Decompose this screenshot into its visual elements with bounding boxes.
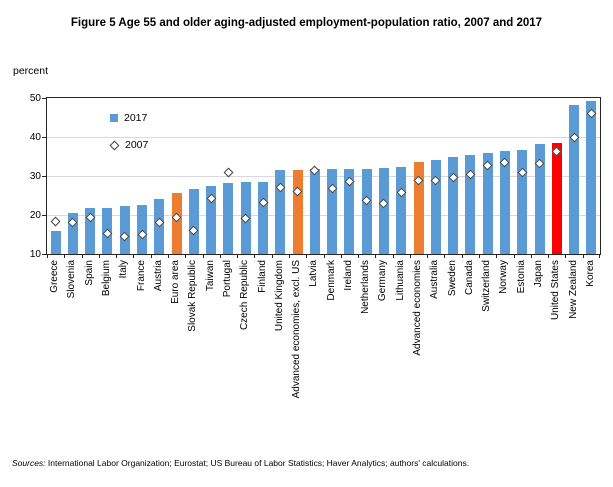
x-axis-tick (237, 254, 239, 258)
figure-title-wrap: Figure 5 Age 55 and older aging-adjusted… (0, 13, 613, 31)
gridline (47, 137, 600, 138)
x-axis-tick (185, 254, 187, 258)
x-axis-tick (288, 254, 290, 258)
x-axis-tick (599, 254, 600, 258)
gridline (47, 215, 600, 216)
x-axis-tick (306, 254, 308, 258)
x-axis-tick (375, 254, 377, 258)
bar-2017 (258, 181, 269, 254)
y-tick-label: 20 (29, 210, 41, 221)
x-axis-label: Korea (584, 260, 596, 287)
bar-2017 (223, 182, 234, 254)
bar-2017 (309, 169, 320, 254)
figure-title: Figure 5 Age 55 and older aging-adjusted… (70, 17, 543, 29)
x-axis-label-cell: Korea (575, 260, 605, 438)
x-axis-tick (64, 254, 66, 258)
x-axis-tick (427, 254, 429, 258)
x-axis-tick (358, 254, 360, 258)
bar-2017 (499, 151, 510, 254)
x-axis-tick (323, 254, 325, 258)
bar-2017 (85, 208, 96, 254)
bar-2017 (534, 144, 545, 254)
x-axis-tick (392, 254, 394, 258)
x-axis-tick (479, 254, 481, 258)
bar-2017 (465, 155, 476, 254)
legend-diamond-swatch-icon (109, 140, 120, 150)
bar-2017 (482, 152, 493, 254)
y-tick-label: 50 (29, 93, 41, 104)
legend-bar-swatch-icon (110, 114, 118, 122)
x-axis-tick (47, 254, 48, 258)
plot-area: 10 20 30 40 50 (30, 93, 601, 260)
bar-2017 (586, 101, 597, 254)
x-axis-tick (254, 254, 256, 258)
gridline (47, 176, 600, 177)
legend-item-2007: 2007 (109, 138, 149, 152)
legend-label-2017: 2017 (124, 112, 148, 124)
y-axis-unit-label: percent (13, 65, 49, 77)
bar-2017 (327, 168, 338, 254)
bar-2017 (292, 169, 303, 254)
bar-2017 (188, 189, 199, 254)
x-axis-tick (444, 254, 446, 258)
bar-2017 (448, 157, 459, 254)
y-axis-tick (42, 137, 47, 138)
bar-2017 (50, 231, 61, 254)
x-axis-tick (98, 254, 100, 258)
bar-2017 (569, 105, 580, 254)
bar-2017 (361, 168, 372, 254)
bar-2017 (67, 212, 78, 254)
x-axis-tick (219, 254, 221, 258)
diamond-marker-2007 (50, 216, 61, 227)
x-axis-tick (548, 254, 550, 258)
bar-2017 (344, 168, 355, 254)
chart: 10 20 30 40 50 2017 2007 Greece Slovenia Spain… (30, 93, 601, 398)
sources-note: Sources: International Labor Organizatio… (12, 458, 469, 468)
x-axis-tick (340, 254, 342, 258)
bar-2017 (171, 192, 182, 254)
bar-2017 (413, 162, 424, 254)
x-axis-tick (530, 254, 532, 258)
bar-2017 (206, 185, 217, 254)
x-axis-tick (461, 254, 463, 258)
x-axis-tick (513, 254, 515, 258)
sources-label: Sources: (12, 458, 46, 468)
bar-2017 (517, 149, 528, 254)
y-axis-tick (42, 254, 47, 255)
bar-2017 (119, 206, 130, 254)
bar-2017 (396, 167, 407, 254)
legend-item-2017: 2017 (110, 111, 148, 125)
x-axis-tick (496, 254, 498, 258)
legend-label-2007: 2007 (125, 139, 149, 151)
x-axis-tick (409, 254, 411, 258)
y-tick-label: 30 (29, 171, 41, 182)
x-axis-labels: Greece Slovenia Spain Belgium Italy France Aus… (46, 260, 601, 440)
y-axis-tick (42, 98, 47, 99)
x-axis-tick (202, 254, 204, 258)
x-axis-tick (133, 254, 135, 258)
x-axis-tick (565, 254, 567, 258)
bar-2017 (551, 142, 562, 254)
bar-2017 (430, 159, 441, 254)
y-tick-label: 10 (29, 249, 41, 260)
sources-text: International Labor Organization; Eurost… (45, 458, 470, 468)
x-axis-tick (271, 254, 273, 258)
x-axis-tick (116, 254, 118, 258)
x-axis-tick (582, 254, 584, 258)
chart-legend: 2017 2007 (109, 111, 149, 165)
bar-2017 (275, 170, 286, 254)
bar-2017 (378, 167, 389, 254)
x-axis-tick (167, 254, 169, 258)
x-axis-tick (150, 254, 152, 258)
y-tick-label: 40 (29, 132, 41, 143)
y-axis-tick (42, 176, 47, 177)
y-axis-tick (42, 215, 47, 216)
x-axis-tick (81, 254, 83, 258)
